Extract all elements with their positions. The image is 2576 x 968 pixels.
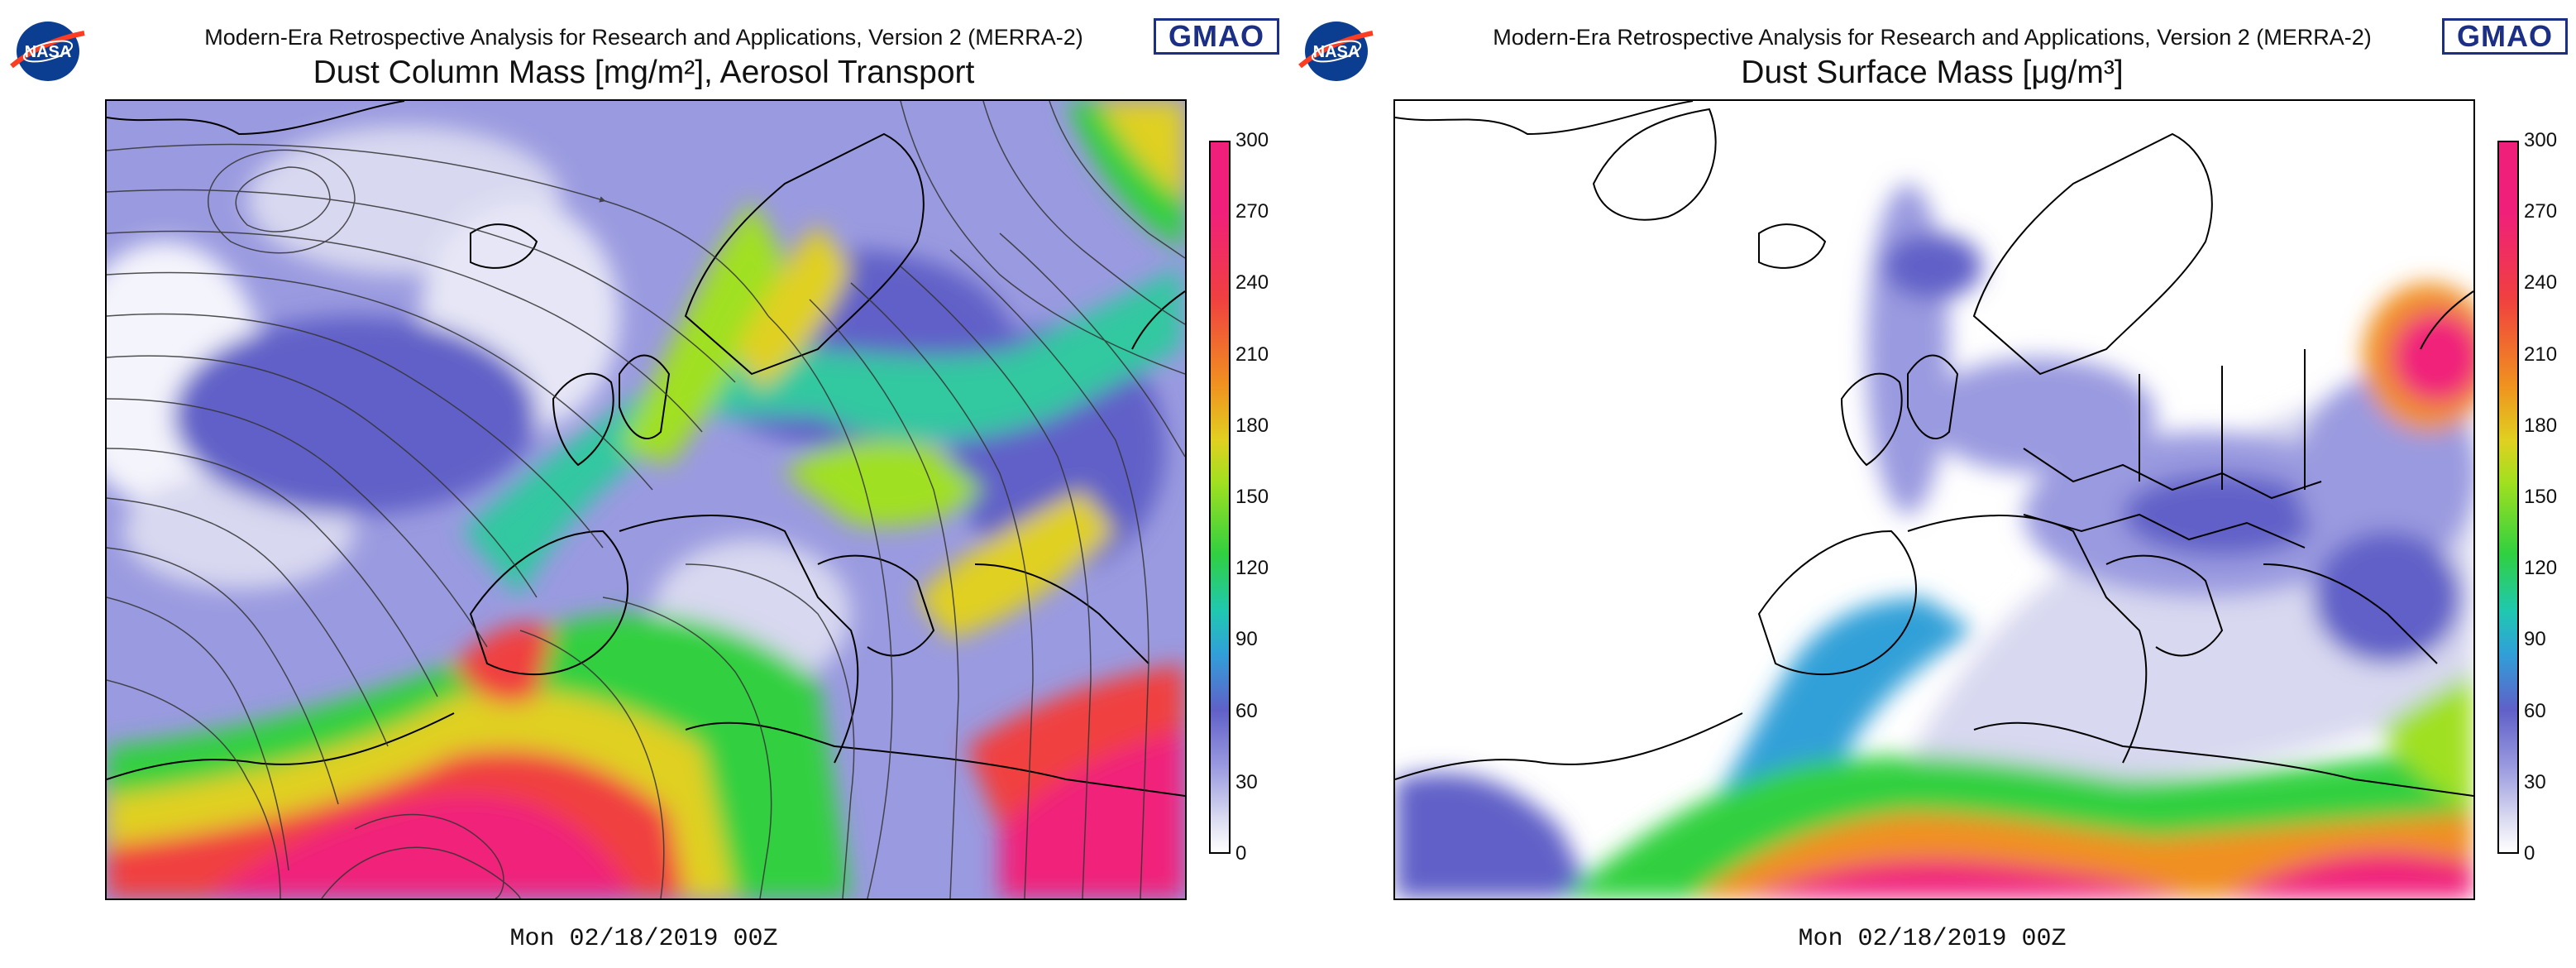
map-dust-column [105, 99, 1187, 900]
panel-title: Dust Column Mass [mg/m²], Aerosol Transp… [313, 55, 975, 90]
suptitle: Modern-Era Retrospective Analysis for Re… [204, 25, 1083, 50]
nasa-logo-text: NASA [25, 43, 72, 61]
colorbar-tick: 90 [1235, 628, 1258, 651]
suptitle: Modern-Era Retrospective Analysis for Re… [1493, 25, 2372, 50]
colorbar-tick: 240 [1235, 271, 1269, 295]
timestamp: Mon 02/18/2019 00Z [509, 925, 778, 953]
panel-dust-surface-mass: NASA Modern-Era Retrospective Analysis f… [1288, 0, 2576, 968]
map-field-svg [107, 101, 1185, 899]
coastlines [1395, 101, 2473, 797]
colorbar-tick: 150 [2524, 486, 2558, 508]
gmao-logo: GMAO [1154, 18, 1279, 55]
colorbar [2497, 141, 2519, 854]
colorbar-tick: 180 [2524, 414, 2558, 437]
colorbar-tick: 60 [1235, 699, 1258, 722]
colorbar-tick: 210 [1235, 343, 1269, 366]
colorbar-tick: 60 [2524, 699, 2546, 722]
colorbar-ticks: 300 270 240 210 180 150 120 90 60 30 0 [2524, 129, 2574, 865]
streamlines [107, 101, 1185, 899]
colorbar-tick: 300 [2524, 129, 2558, 151]
nasa-logo-icon: NASA [1298, 22, 1374, 81]
map-dust-surface [1393, 99, 2475, 900]
colorbar-tick: 150 [1235, 486, 1269, 508]
panel-title: Dust Surface Mass [μg/m³] [1741, 55, 2124, 90]
colorbar-tick: 30 [1235, 770, 1258, 793]
colorbar-tick: 90 [2524, 628, 2546, 651]
colorbar-tick: 30 [2524, 770, 2546, 793]
colorbar-tick: 120 [2524, 557, 2558, 580]
colorbar-tick: 0 [1235, 842, 1247, 865]
colorbar-tick: 270 [1235, 200, 1269, 223]
coastlines [107, 101, 1185, 797]
timestamp: Mon 02/18/2019 00Z [1798, 925, 2067, 953]
colorbar-tick: 120 [1235, 557, 1269, 580]
colorbar-tick: 0 [2524, 842, 2535, 865]
map-field-svg [1395, 101, 2473, 899]
colorbar-tick: 210 [2524, 343, 2558, 366]
nasa-logo-icon: NASA [10, 22, 85, 81]
colorbar-tick: 180 [1235, 414, 1269, 437]
colorbar-tick: 270 [2524, 200, 2558, 223]
nasa-logo-text: NASA [1313, 43, 1360, 61]
panel-dust-column-mass: NASA Modern-Era Retrospective Analysis f… [10, 18, 1285, 953]
gmao-logo: GMAO [2442, 18, 2568, 55]
colorbar-tick: 240 [2524, 271, 2558, 295]
colorbar-tick: 300 [1235, 129, 1269, 151]
colorbar [1209, 141, 1231, 854]
colorbar-ticks: 300 270 240 210 180 150 120 90 60 30 0 [1235, 129, 1285, 865]
